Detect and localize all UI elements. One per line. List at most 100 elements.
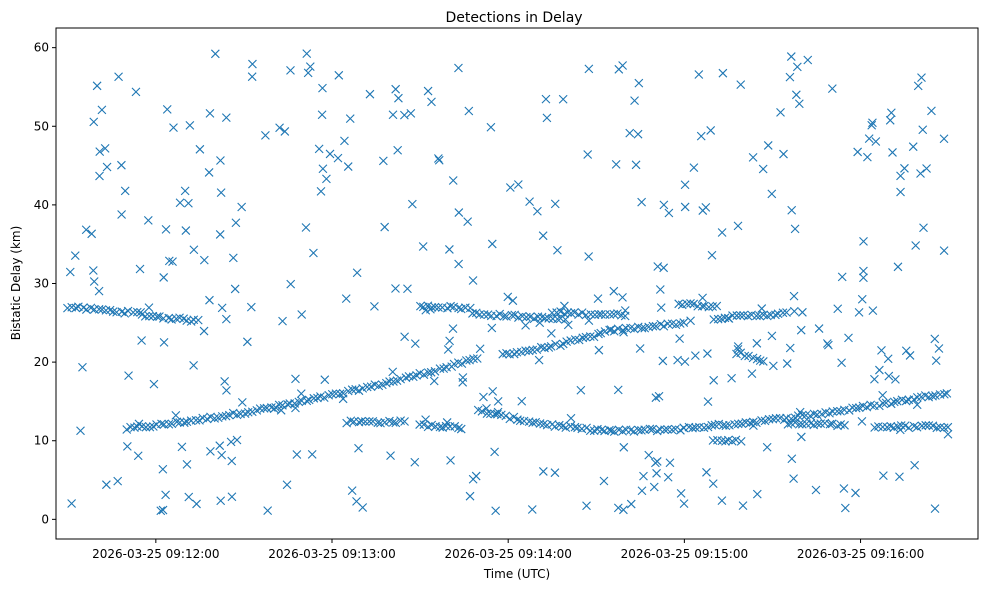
data-point [626, 499, 636, 509]
data-point [410, 339, 420, 349]
data-point [680, 202, 690, 212]
data-point [757, 416, 766, 425]
data-point [380, 222, 390, 232]
data-point [708, 479, 718, 489]
data-point [939, 423, 949, 433]
data-point [792, 62, 802, 72]
data-point [707, 250, 717, 260]
data-point [221, 411, 231, 421]
data-point [796, 325, 806, 335]
data-point [658, 356, 668, 366]
data-point [911, 241, 921, 250]
data-point [226, 437, 236, 447]
data-point [433, 154, 443, 163]
data-point [442, 418, 452, 427]
data-point [730, 420, 739, 429]
data-point [613, 503, 623, 513]
data-point [216, 188, 226, 198]
data-point [340, 136, 349, 146]
data-point [733, 344, 743, 354]
data-point [825, 419, 835, 429]
data-point [785, 72, 795, 82]
data-point [131, 87, 141, 97]
data-point [570, 307, 579, 317]
data-point [558, 94, 568, 104]
data-point [301, 223, 311, 232]
data-point [798, 307, 807, 317]
data-point [779, 149, 788, 159]
data-point [122, 442, 132, 451]
data-point [724, 314, 734, 323]
data-point [853, 147, 863, 157]
data-point [637, 486, 647, 496]
y-tick-label: 0 [41, 512, 49, 526]
data-point [303, 68, 313, 78]
data-point [540, 313, 550, 323]
data-point [782, 308, 791, 317]
data-point [566, 308, 576, 318]
data-point [220, 376, 230, 386]
data-point [464, 106, 474, 116]
data-point [144, 311, 154, 321]
data-point [563, 320, 573, 330]
data-point [304, 395, 314, 405]
data-point [536, 342, 546, 352]
data-point [114, 72, 123, 82]
data-point [939, 134, 949, 144]
data-point [609, 427, 619, 436]
data-point [419, 370, 429, 380]
data-point [278, 316, 287, 326]
data-point [468, 309, 477, 318]
data-point [89, 117, 99, 127]
data-point [664, 208, 674, 218]
data-point [230, 284, 240, 294]
data-point [158, 505, 168, 515]
data-point [912, 422, 922, 432]
data-point [426, 304, 435, 314]
data-point [908, 142, 918, 152]
data-point [292, 450, 302, 459]
data-point [931, 356, 941, 366]
data-point [748, 417, 758, 427]
data-point [535, 419, 545, 428]
data-point [550, 468, 560, 478]
data-point [578, 333, 588, 343]
data-point [648, 321, 658, 331]
data-point [81, 305, 91, 314]
data-point [88, 266, 98, 275]
data-point [189, 245, 199, 255]
data-point [943, 429, 953, 439]
data-point [789, 474, 798, 484]
data-point [717, 228, 727, 237]
data-point [113, 476, 123, 486]
data-point [296, 389, 306, 399]
data-point [771, 310, 780, 320]
data-point [682, 299, 692, 309]
data-point [584, 252, 594, 261]
data-point [733, 342, 743, 351]
data-point [168, 257, 177, 267]
data-point [305, 62, 315, 72]
data-point [789, 291, 799, 301]
data-point [454, 63, 463, 73]
data-point [415, 301, 425, 311]
data-point [833, 304, 843, 314]
data-point [691, 423, 700, 432]
data-point [352, 268, 362, 278]
x-tick-label: 2026-03-25 09:13:00 [268, 547, 395, 561]
data-point [883, 354, 893, 364]
data-point [448, 176, 458, 185]
data-point [649, 482, 659, 492]
data-point [594, 329, 603, 339]
data-point [901, 346, 911, 356]
data-point [149, 379, 159, 389]
data-point [335, 389, 345, 399]
data-point [469, 354, 478, 364]
data-point [533, 312, 543, 322]
data-point [184, 198, 193, 208]
data-point [407, 199, 417, 209]
data-point [934, 344, 944, 353]
data-point [65, 267, 75, 277]
data-point [585, 332, 595, 341]
data-point [510, 310, 520, 320]
